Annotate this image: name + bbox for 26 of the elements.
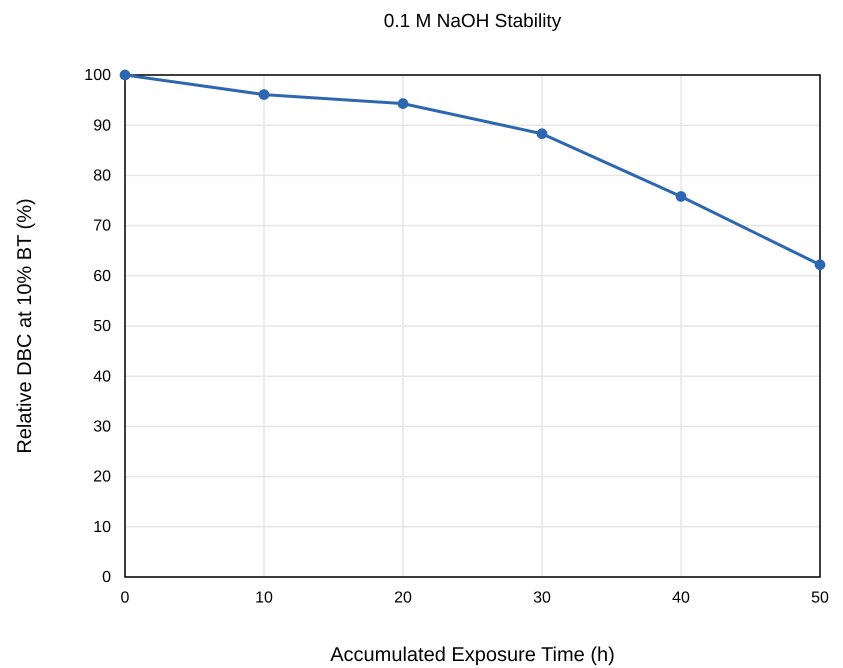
y-tick-label: 0 <box>102 569 112 586</box>
y-axis-title: Relative DBC at 10% BT (%) <box>14 198 36 454</box>
x-tick-label: 20 <box>394 589 412 606</box>
y-tick-label: 60 <box>93 268 112 285</box>
x-tick-label: 50 <box>811 589 829 606</box>
x-tick-label: 30 <box>533 589 551 606</box>
y-tick-label: 50 <box>93 318 112 336</box>
point <box>120 70 130 80</box>
x-tick-label: 0 <box>120 589 130 606</box>
chart-title: 0.1 M NaOH Stability <box>384 11 562 32</box>
point <box>258 89 270 100</box>
y-tick-label: 90 <box>93 117 112 134</box>
y-tick-label: 70 <box>93 218 112 235</box>
x-tick-label: 40 <box>672 589 690 606</box>
point <box>676 191 686 202</box>
y-tick-label: 40 <box>93 368 112 386</box>
point <box>814 259 826 270</box>
y-tick-label: 80 <box>93 168 112 185</box>
point <box>536 128 548 140</box>
x-tick-label: 10 <box>255 589 273 606</box>
x-axis-title: Accumulated Exposure Time (h) <box>330 644 615 666</box>
y-tick-label: 100 <box>84 67 112 84</box>
y-tick-label: 30 <box>93 418 112 436</box>
y-tick-label: 20 <box>93 468 112 486</box>
point <box>398 98 408 109</box>
y-tick-label: 10 <box>93 518 112 536</box>
